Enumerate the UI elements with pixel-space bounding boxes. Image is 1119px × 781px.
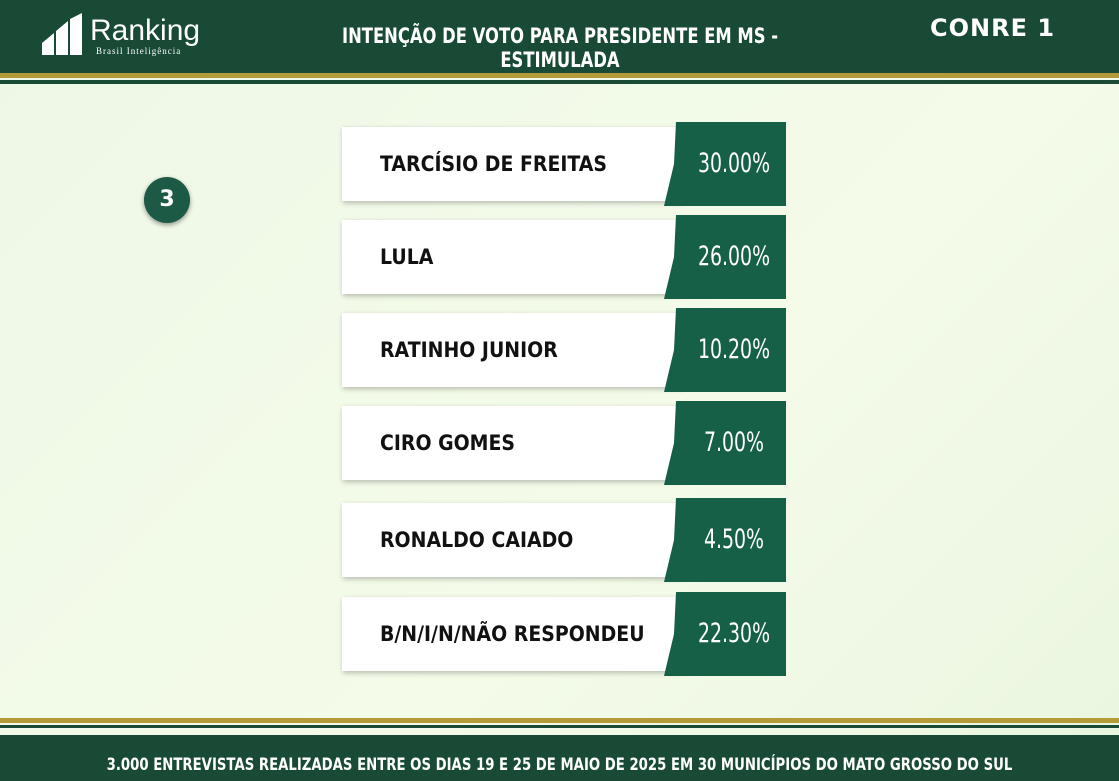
row-card [342,597,682,671]
partner-logo: CONRE 1 [930,14,1056,42]
candidate-name: CIRO GOMES [380,431,516,455]
value-box [664,215,786,299]
logo-icon [42,13,82,55]
value-box [664,308,786,392]
header-bar [0,0,1119,73]
gold-stripe [0,718,1119,723]
candidate-value: 26.00% [697,241,771,272]
row-card [342,313,682,387]
candidate-value: 10.20% [697,334,771,365]
value-box [664,401,786,485]
logo: Ranking [90,14,201,47]
candidate-name: LULA [380,245,434,269]
candidate-name: RATINHO JUNIOR [380,338,558,362]
candidate-name: RONALDO CAIADO [380,528,574,552]
candidate-name: TARCÍSIO DE FREITAS [380,152,608,176]
footer-text: 3.000 ENTREVISTAS REALIZADAS ENTRE OS DI… [106,755,1013,775]
candidate-value: 30.00% [697,148,771,179]
row-card [342,220,682,294]
title: INTENÇÃO DE VOTO PARA PRESIDENTE EM MS -… [341,24,779,72]
row-card [342,503,682,577]
value-box [664,122,786,206]
footer-bar [0,735,1119,781]
gold-stripe [0,73,1119,78]
candidate-value: 4.50% [703,524,765,555]
badge: 3 [144,177,190,223]
green-stripe [0,80,1119,84]
green-stripe [0,725,1119,728]
row-card [342,406,682,480]
candidate-value: 7.00% [703,427,765,458]
value-box [664,592,786,676]
row-card [342,127,682,201]
candidate-value: 22.30% [697,618,771,649]
logo-subtitle: Brasil Inteligência [96,46,182,56]
candidate-name: B/N/I/N/NÃO RESPONDEU [380,622,645,646]
value-box [664,498,786,582]
